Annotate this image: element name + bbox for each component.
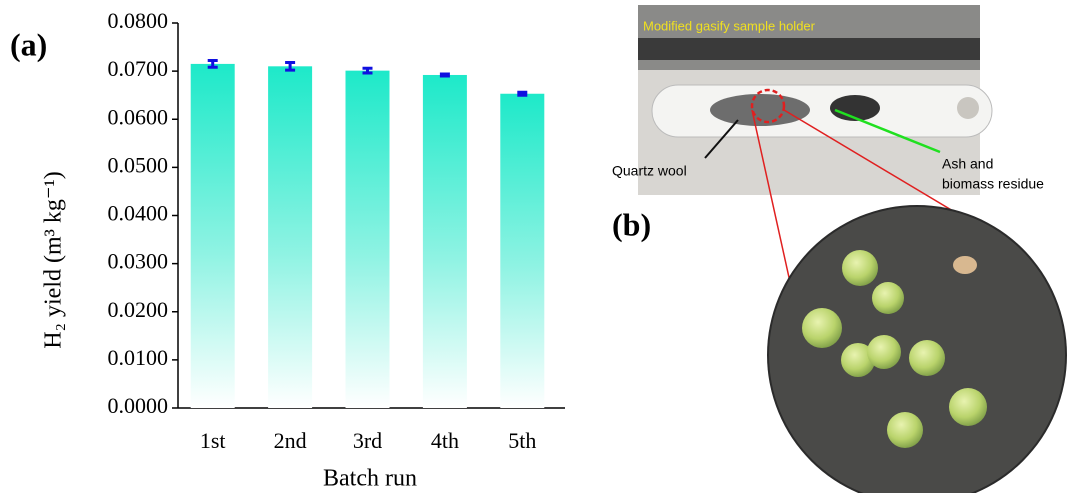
sample-holder: [652, 85, 992, 137]
bead: [842, 250, 878, 286]
residue-flake: [953, 256, 977, 274]
x-tick-label: 2nd: [274, 428, 307, 453]
holder-hole: [957, 97, 979, 119]
y-tick-label: 0.0700: [108, 56, 169, 81]
y-tick-label: 0.0400: [108, 201, 169, 226]
bar: [346, 71, 390, 408]
y-tick-label: 0.0100: [108, 345, 169, 370]
bar: [268, 66, 312, 408]
bead: [867, 335, 901, 369]
y-tick-label: 0.0300: [108, 249, 169, 274]
x-tick-label: 1st: [200, 428, 226, 453]
bar: [500, 94, 544, 408]
y-tick-label: 0.0600: [108, 104, 169, 129]
y-tick-label: 0.0000: [108, 393, 169, 418]
x-tick-label: 5th: [508, 428, 536, 453]
bead: [872, 282, 904, 314]
photo-caption: Modified gasify sample holder: [643, 18, 816, 33]
bead: [909, 340, 945, 376]
y-axis-label: H₂ yield (m³ kg⁻¹): [41, 171, 67, 348]
photo-rod-dark: [638, 38, 980, 60]
bead: [887, 412, 923, 448]
x-axis-label: Batch run: [323, 466, 417, 492]
error-bar: [517, 92, 527, 95]
panel-label: (a): [10, 26, 47, 62]
bar-chart: 0.0000 0.0100 0.0200 0.0300 0.0400 0.0500 0.06…: [108, 8, 566, 453]
x-tick-label: 3rd: [353, 428, 382, 453]
photo-label: Quartz wool: [612, 163, 687, 179]
photo-rod: [638, 5, 980, 70]
bar: [423, 75, 467, 408]
bead: [802, 308, 842, 348]
panel-label: (b): [612, 206, 651, 242]
photo-label: biomass residue: [942, 176, 1044, 192]
bead: [949, 388, 987, 426]
y-tick-label: 0.0200: [108, 297, 169, 322]
photo-panel: Modified gasify sample holder Quartz woo…: [612, 5, 1067, 493]
error-bar: [440, 74, 450, 76]
x-tick-label: 4th: [431, 428, 459, 453]
y-tick-label: 0.0800: [108, 8, 169, 33]
bar: [191, 64, 235, 408]
photo-label: Ash and: [942, 156, 993, 172]
y-tick-label: 0.0500: [108, 152, 169, 177]
figure: 0.0000 0.0100 0.0200 0.0300 0.0400 0.0500 0.06…: [0, 0, 1069, 493]
